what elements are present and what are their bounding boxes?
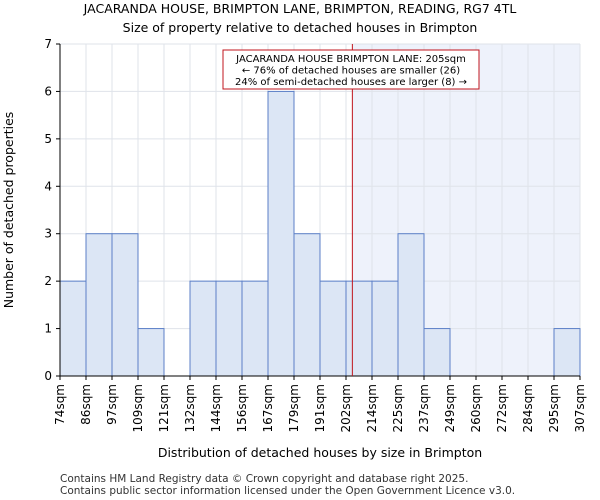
bar [371,280,399,377]
x-tick-label: 109sqm [131,384,145,432]
chart-title: JACARANDA HOUSE, BRIMPTON LANE, BRIMPTON… [83,1,517,16]
bar [85,233,113,377]
x-tick-label: 214sqm [365,384,379,432]
x-axis-label: Distribution of detached houses by size … [158,445,482,460]
x-tick-label: 307sqm [573,384,587,432]
y-tick-label: 6 [44,84,52,98]
x-tick-label: 260sqm [469,384,483,432]
bar [189,280,217,377]
bar [397,233,425,377]
y-tick-label: 4 [44,179,52,193]
bar [215,280,243,377]
y-axis-label: Number of detached properties [1,112,16,309]
y-tick-label: 5 [44,132,52,146]
bar [423,328,451,377]
x-tick-label: 202sqm [339,384,353,432]
x-tick-label: 144sqm [209,384,223,432]
bar [319,280,347,377]
annotation-line-1: JACARANDA HOUSE BRIMPTON LANE: 205sqm [235,54,466,65]
bar [59,280,87,377]
x-tick-label: 121sqm [157,384,171,432]
x-tick-label: 272sqm [495,384,509,432]
chart-subtitle: Size of property relative to detached ho… [123,20,478,35]
y-tick-label: 0 [44,369,52,383]
bar [241,280,269,377]
bar [137,328,165,377]
footer-line-1: Contains HM Land Registry data © Crown c… [60,473,468,485]
x-tick-label: 74sqm [53,384,67,425]
bar [111,233,139,377]
y-tick-label: 1 [44,322,52,336]
y-tick-label: 3 [44,227,52,241]
bar [293,233,321,377]
x-tick-label: 191sqm [313,384,327,432]
x-tick-label: 156sqm [235,384,249,432]
annotation-box [222,49,480,90]
x-tick-label: 295sqm [547,384,561,432]
bar [267,90,295,377]
x-tick-label: 284sqm [521,384,535,432]
x-tick-label: 167sqm [261,384,275,432]
annotation-line-3: 24% of semi-detached houses are larger (… [235,77,467,88]
x-tick-label: 249sqm [443,384,457,432]
x-tick-label: 86sqm [79,384,93,425]
y-tick-label: 7 [44,37,52,51]
bar [553,328,581,377]
x-tick-label: 132sqm [183,384,197,432]
x-tick-label: 179sqm [287,384,301,432]
y-tick-label: 2 [44,274,52,288]
plot-area: 0 1 2 3 4 5 6 7 74sqm 86sqm 97sqm 109sqm 121sqm 132sq… [44,37,587,432]
bar [345,280,373,377]
x-tick-label: 225sqm [391,384,405,432]
footer-line-2: Contains public sector information licen… [60,485,515,497]
annotation-line-2: ← 76% of detached houses are smaller (26… [242,66,460,77]
x-tick-label: 97sqm [105,384,119,425]
x-tick-label: 237sqm [417,384,431,432]
